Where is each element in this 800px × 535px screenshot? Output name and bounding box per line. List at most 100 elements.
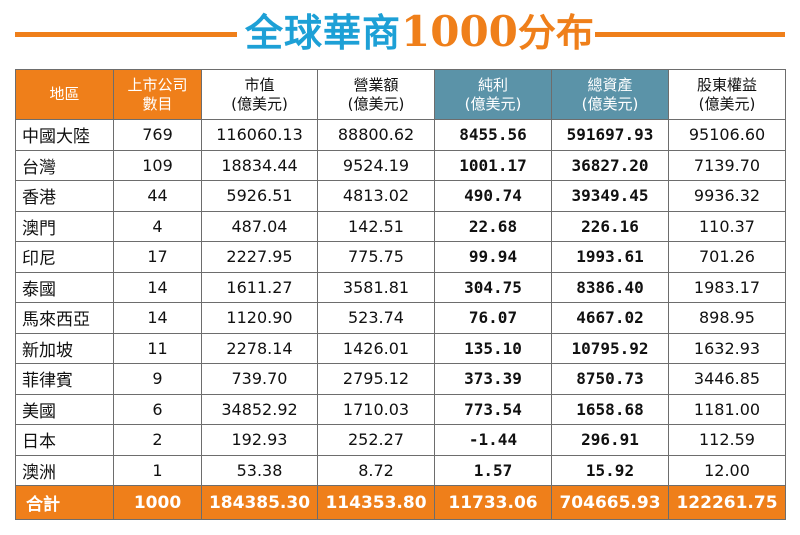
cell-equity: 112.59 [668, 424, 786, 456]
table-row: 澳洲 1 53.38 8.72 1.57 15.92 12.00 [15, 454, 786, 486]
cell-revenue: 142.51 [317, 210, 435, 242]
header-total-assets: 總資產 (億美元) [551, 69, 669, 120]
cell-net-profit: 773.54 [434, 393, 552, 425]
cell-net-profit: 1.57 [434, 454, 552, 486]
cell-region: 馬來西亞 [15, 302, 114, 334]
cell-market-cap: 2227.95 [201, 241, 318, 273]
cell-listed-count: 17 [113, 241, 202, 273]
cell-total-assets: 15.92 [551, 454, 669, 486]
cell-listed-count: 11 [113, 332, 202, 364]
table-footer: 合計 1000 184385.30 114353.80 11733.06 704665.9… [15, 485, 786, 520]
header-revenue-line: 營業額 [353, 75, 399, 94]
cell-listed-count: 2 [113, 424, 202, 456]
title-rule-left [15, 32, 237, 37]
cell-market-cap: 192.93 [201, 424, 318, 456]
cell-total-assets: 4667.02 [551, 302, 669, 334]
cell-equity: 1632.93 [668, 332, 786, 364]
cell-net-profit: 76.07 [434, 302, 552, 334]
cell-listed-count: 769 [113, 119, 202, 151]
cell-listed-count: 6 [113, 393, 202, 425]
header-equity: 股東權益 (億美元) [668, 69, 786, 120]
cell-revenue: 4813.02 [317, 180, 435, 212]
table-row: 台灣 109 18834.44 9524.19 1001.17 36827.20 7139.… [15, 149, 786, 181]
header-total-assets-line: 總資產 [587, 75, 633, 94]
cell-net-profit: 373.39 [434, 363, 552, 395]
header-equity-line: (億美元) [698, 94, 756, 113]
cell-equity: 1983.17 [668, 271, 786, 303]
title-bar: 全球華商1000分布 [0, 0, 800, 62]
total-row: 合計 1000 184385.30 114353.80 11733.06 704665.9… [15, 485, 786, 520]
cell-revenue: 3581.81 [317, 271, 435, 303]
cell-listed-count: 14 [113, 302, 202, 334]
cell-revenue: 9524.19 [317, 149, 435, 181]
cell-listed-count: 4 [113, 210, 202, 242]
cell-equity: 110.37 [668, 210, 786, 242]
cell-net-profit: 1001.17 [434, 149, 552, 181]
cell-equity: 12.00 [668, 454, 786, 486]
total-equity: 122261.75 [668, 485, 786, 520]
cell-listed-count: 109 [113, 149, 202, 181]
title-number: 1000 [401, 7, 518, 56]
total-market-cap: 184385.30 [201, 485, 318, 520]
table-row: 日本 2 192.93 252.27 -1.44 296.91 112.59 [15, 424, 786, 456]
title-rule-right [595, 32, 785, 37]
cell-market-cap: 116060.13 [201, 119, 318, 151]
header-net-profit: 純利 (億美元) [434, 69, 552, 120]
cell-revenue: 1710.03 [317, 393, 435, 425]
header-equity-line: 股東權益 [696, 75, 757, 94]
table-body: 中國大陸 769 116060.13 88800.62 8455.56 591697.93… [15, 119, 786, 486]
cell-equity: 7139.70 [668, 149, 786, 181]
cell-region: 澳門 [15, 210, 114, 242]
page-title: 全球華商1000分布 [245, 6, 594, 58]
cell-equity: 1181.00 [668, 393, 786, 425]
cell-total-assets: 591697.93 [551, 119, 669, 151]
cell-total-assets: 226.16 [551, 210, 669, 242]
cell-market-cap: 34852.92 [201, 393, 318, 425]
cell-region: 泰國 [15, 271, 114, 303]
cell-region: 中國大陸 [15, 119, 114, 151]
cell-market-cap: 53.38 [201, 454, 318, 486]
cell-market-cap: 1120.90 [201, 302, 318, 334]
header-region: 地區 [15, 69, 114, 120]
cell-total-assets: 1993.61 [551, 241, 669, 273]
cell-revenue: 88800.62 [317, 119, 435, 151]
total-revenue: 114353.80 [317, 485, 435, 520]
header-row: 地區 上市公司 數目 市值 (億美元) 營業額 (億美元) 純利 (億美元) 總資產 (億美元) 股東… [15, 69, 786, 120]
table-row: 香港 44 5926.51 4813.02 490.74 39349.45 9936.32 [15, 180, 786, 212]
cell-market-cap: 739.70 [201, 363, 318, 395]
cell-net-profit: 22.68 [434, 210, 552, 242]
header-total-assets-line: (億美元) [581, 94, 639, 113]
header-listed-count-line: 上市公司 [127, 75, 188, 94]
header-market-cap-line: (億美元) [231, 94, 288, 113]
cell-region: 日本 [15, 424, 114, 456]
cell-equity: 701.26 [668, 241, 786, 273]
cell-market-cap: 5926.51 [201, 180, 318, 212]
cell-revenue: 8.72 [317, 454, 435, 486]
cell-revenue: 523.74 [317, 302, 435, 334]
header-listed-count: 上市公司 數目 [113, 69, 202, 120]
cell-net-profit: 490.74 [434, 180, 552, 212]
header-revenue-line: (億美元) [347, 94, 405, 113]
cell-total-assets: 36827.20 [551, 149, 669, 181]
total-total-assets: 704665.93 [551, 485, 669, 520]
cell-revenue: 775.75 [317, 241, 435, 273]
total-net-profit: 11733.06 [434, 485, 552, 520]
cell-market-cap: 1611.27 [201, 271, 318, 303]
cell-region: 澳洲 [15, 454, 114, 486]
total-region: 合計 [15, 485, 114, 520]
cell-revenue: 2795.12 [317, 363, 435, 395]
header-listed-count-line: 數目 [142, 94, 173, 113]
cell-region: 香港 [15, 180, 114, 212]
header-revenue: 營業額 (億美元) [317, 69, 435, 120]
cell-equity: 898.95 [668, 302, 786, 334]
title-main: 全球華商 [245, 11, 402, 55]
cell-listed-count: 14 [113, 271, 202, 303]
header-market-cap: 市值 (億美元) [201, 69, 318, 120]
cell-listed-count: 44 [113, 180, 202, 212]
cell-region: 新加坡 [15, 332, 114, 364]
cell-region: 美國 [15, 393, 114, 425]
table-row: 澳門 4 487.04 142.51 22.68 226.16 110.37 [15, 210, 786, 242]
cell-market-cap: 18834.44 [201, 149, 318, 181]
cell-total-assets: 1658.68 [551, 393, 669, 425]
cell-revenue: 252.27 [317, 424, 435, 456]
